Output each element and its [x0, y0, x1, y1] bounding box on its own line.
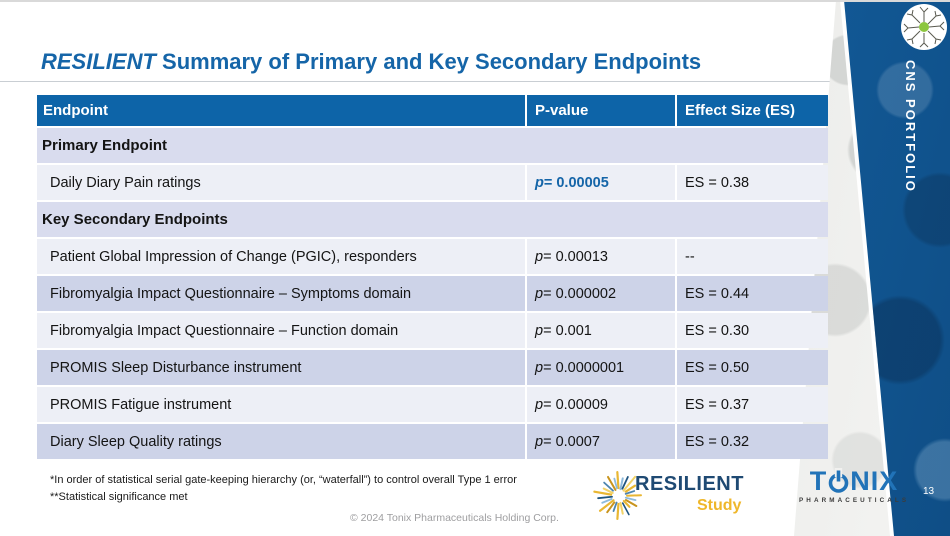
- p-value-cell: p = 0.000002: [525, 276, 675, 311]
- resilient-study-logo: RESILIENT Study: [593, 464, 758, 530]
- effect-size-cell: ES = 0.50: [675, 350, 828, 385]
- tonix-letter-t: T: [809, 466, 828, 496]
- endpoint-cell: Daily Diary Pain ratings: [37, 165, 525, 200]
- p-number: = 0.00009: [543, 396, 608, 413]
- endpoint-cell: Fibromyalgia Impact Questionnaire – Symp…: [37, 276, 525, 311]
- p-value-cell: p = 0.001: [525, 313, 675, 348]
- p-symbol: p: [535, 359, 544, 376]
- power-o-icon: [828, 468, 849, 493]
- endpoint-cell: PROMIS Fatigue instrument: [37, 387, 525, 422]
- p-value-cell: p = 0.0000001: [525, 350, 675, 385]
- p-number: = 0.00005: [543, 174, 609, 191]
- neuron-icon: [901, 4, 947, 50]
- effect-size-cell: --: [675, 239, 828, 274]
- p-number: = 0.001: [543, 322, 592, 339]
- p-symbol: p: [535, 433, 544, 450]
- endpoints-table: Endpoint P-value Effect Size (ES) Primar…: [37, 95, 828, 459]
- table-row: Daily Diary Pain ratings p = 0.00005 ES …: [37, 165, 828, 200]
- p-symbol: p: [535, 248, 544, 265]
- endpoint-cell: PROMIS Sleep Disturbance instrument: [37, 350, 525, 385]
- table-row: PROMIS Sleep Disturbance instrument p = …: [37, 350, 828, 385]
- title-divider: [0, 81, 845, 82]
- p-symbol: p: [535, 396, 544, 413]
- footnote-line-1: *In order of statistical serial gate-kee…: [50, 474, 517, 486]
- section-label: Key Secondary Endpoints: [42, 211, 228, 228]
- starburst-icon: [593, 470, 642, 521]
- header-p-value: P-value: [525, 95, 675, 126]
- endpoint-cell: Patient Global Impression of Change (PGI…: [37, 239, 525, 274]
- p-value-cell: p = 0.00013: [525, 239, 675, 274]
- footnote-line-2: **Statistical significance met: [50, 491, 188, 503]
- tonix-logo: T NIX PHARMACEUTICALS: [799, 468, 910, 505]
- p-value-cell: p = 0.00005: [525, 165, 675, 200]
- p-symbol: p: [535, 174, 544, 191]
- tonix-logo-subtitle: PHARMACEUTICALS: [799, 497, 910, 504]
- endpoint-cell: Diary Sleep Quality ratings: [37, 424, 525, 459]
- p-number: = 0.000002: [543, 285, 617, 302]
- top-border: [0, 0, 950, 2]
- resilient-logo-subtitle: Study: [697, 497, 742, 514]
- resilient-logo-text: RESILIENT: [635, 473, 744, 495]
- page-number: 13: [923, 486, 935, 497]
- table-row: Fibromyalgia Impact Questionnaire – Symp…: [37, 276, 828, 311]
- tonix-wordmark: T NIX: [799, 468, 909, 495]
- title-rest: Summary of Primary and Key Secondary End…: [155, 49, 702, 74]
- table-section-row-primary: Primary Endpoint: [37, 128, 828, 163]
- p-number: = 0.00013: [543, 248, 608, 265]
- table-row: Diary Sleep Quality ratings p = 0.0007 E…: [37, 424, 828, 459]
- p-number: = 0.0000001: [543, 359, 625, 376]
- title-study-name: RESILIENT: [41, 49, 156, 74]
- effect-size-cell: ES = 0.32: [675, 424, 828, 459]
- p-symbol: p: [535, 285, 544, 302]
- cns-portfolio-label: CNS PORTFOLIO: [903, 60, 918, 193]
- section-label: Primary Endpoint: [42, 137, 168, 154]
- footnotes: *In order of statistical serial gate-kee…: [50, 472, 517, 506]
- endpoint-cell: Fibromyalgia Impact Questionnaire – Func…: [37, 313, 525, 348]
- p-value-cell: p = 0.00009: [525, 387, 675, 422]
- p-symbol: p: [535, 322, 544, 339]
- table-row: Patient Global Impression of Change (PGI…: [37, 239, 828, 274]
- effect-size-cell: ES = 0.44: [675, 276, 828, 311]
- header-effect-size: Effect Size (ES): [675, 95, 828, 126]
- page-title: RESILIENT Summary of Primary and Key Sec…: [41, 49, 701, 75]
- copyright-text: © 2024 Tonix Pharmaceuticals Holding Cor…: [350, 512, 559, 524]
- table-header-row: Endpoint P-value Effect Size (ES): [37, 95, 828, 126]
- effect-size-cell: ES = 0.38: [675, 165, 828, 200]
- table-row: PROMIS Fatigue instrument p = 0.00009 ES…: [37, 387, 828, 422]
- effect-size-cell: ES = 0.30: [675, 313, 828, 348]
- p-number: = 0.0007: [543, 433, 600, 450]
- table-section-row-secondary: Key Secondary Endpoints: [37, 202, 828, 237]
- header-endpoint: Endpoint: [43, 102, 108, 119]
- table-row: Fibromyalgia Impact Questionnaire – Func…: [37, 313, 828, 348]
- tonix-letters-nix: NIX: [850, 466, 899, 496]
- p-value-cell: p = 0.0007: [525, 424, 675, 459]
- effect-size-cell: ES = 0.37: [675, 387, 828, 422]
